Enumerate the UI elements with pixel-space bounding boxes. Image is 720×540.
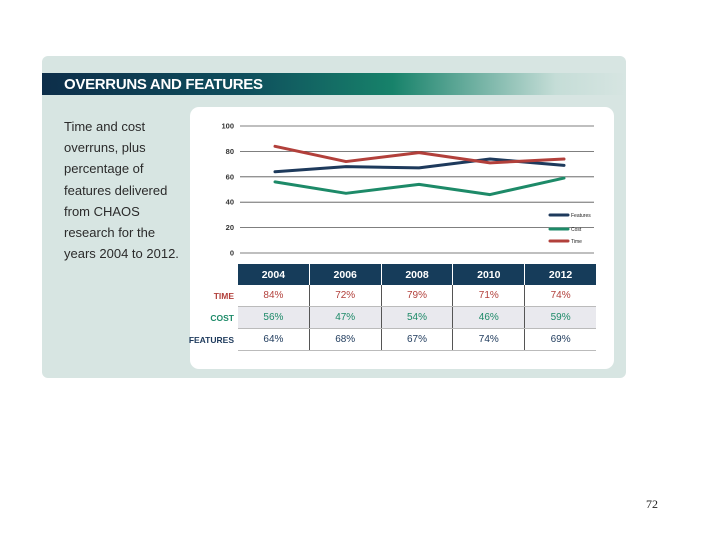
line-chart: 0 20 40 60 80 100 Features Cost Time — [221, 122, 594, 258]
y-tick-label: 40 — [226, 198, 234, 207]
table-cell: 72% — [308, 285, 382, 307]
year-header: 2006 — [308, 264, 382, 285]
description-text: Time and cost overruns, plus percentage … — [64, 119, 179, 262]
y-tick-label: 20 — [226, 223, 234, 232]
legend-label-time: Time — [571, 239, 582, 245]
table-row-features: 64% 68% 67% 74% 69% — [238, 328, 596, 351]
year-header: 2008 — [380, 264, 453, 285]
table-cell: 67% — [380, 328, 453, 351]
table-row-cost: 56% 47% 54% 46% 59% — [238, 306, 596, 329]
year-header: 2012 — [524, 264, 596, 285]
table-row-time: 84% 72% 79% 71% 74% — [238, 285, 596, 307]
row-label-time: TIME — [213, 291, 234, 301]
table-cell: 71% — [452, 285, 525, 307]
header-bar: OVERRUNS AND FEATURES — [42, 73, 626, 95]
legend-label-features: Features — [571, 213, 591, 219]
table-cell: 46% — [452, 306, 525, 329]
header-title: OVERRUNS AND FEATURES — [64, 76, 263, 93]
series-line-cost — [273, 176, 566, 197]
table-cell: 59% — [524, 306, 596, 329]
table-cell: 79% — [380, 285, 453, 307]
table-header-row: 2004 2006 2008 2010 2012 — [238, 264, 596, 285]
table-cell: 68% — [308, 328, 382, 351]
page-number: 72 — [646, 497, 658, 511]
legend-label-cost: Cost — [571, 227, 582, 233]
y-tick-label: 100 — [221, 122, 234, 131]
table-cell: 47% — [308, 306, 382, 329]
y-tick-label: 0 — [230, 249, 234, 258]
table-cell: 84% — [238, 285, 310, 307]
table-cell: 69% — [524, 328, 596, 351]
row-label-features: FEATURES — [188, 335, 234, 345]
chart-card: 0 20 40 60 80 100 Features Cost Time TIME COST F… — [188, 107, 614, 369]
table-cell: 74% — [524, 285, 596, 307]
year-header: 2010 — [452, 264, 525, 285]
data-table: 2004 2006 2008 2010 2012 84% 72% 79% 71%… — [238, 264, 596, 351]
table-cell: 64% — [238, 328, 310, 351]
row-label-cost: COST — [210, 313, 234, 323]
y-tick-label: 80 — [226, 147, 234, 156]
series-line-time — [273, 144, 566, 165]
table-cell: 54% — [380, 306, 453, 329]
table-cell: 74% — [452, 328, 525, 351]
year-header: 2004 — [238, 264, 310, 285]
y-tick-label: 60 — [226, 172, 234, 181]
table-cell: 56% — [238, 306, 310, 329]
